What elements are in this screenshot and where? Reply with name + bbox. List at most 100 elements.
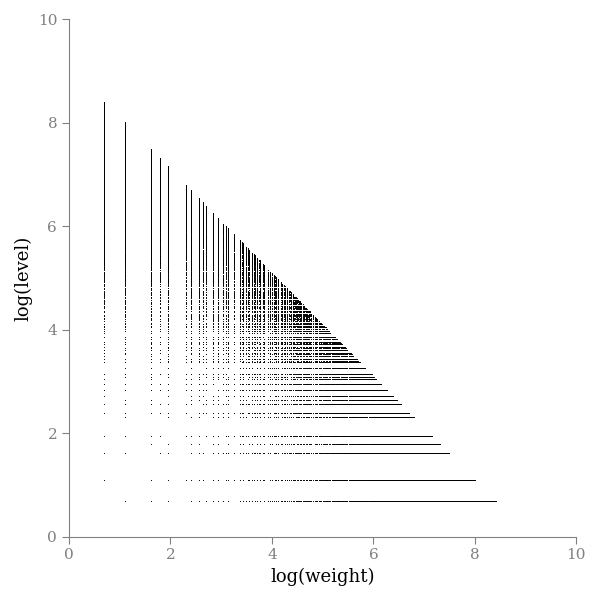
Point <box>255 392 265 401</box>
Point <box>64 79 74 89</box>
Point <box>409 532 419 541</box>
Point <box>64 83 74 92</box>
Point <box>100 185 109 195</box>
Point <box>64 190 74 200</box>
Point <box>329 408 338 418</box>
Point <box>186 349 196 359</box>
Point <box>452 475 461 484</box>
Point <box>64 69 74 79</box>
Point <box>494 532 504 541</box>
Point <box>387 448 397 458</box>
Point <box>120 212 130 221</box>
Point <box>100 172 109 182</box>
Point <box>508 532 517 541</box>
Point <box>218 235 228 244</box>
Point <box>439 496 448 505</box>
Point <box>64 258 74 268</box>
Point <box>427 439 436 449</box>
Point <box>301 354 310 364</box>
Point <box>419 475 428 484</box>
Point <box>329 496 339 505</box>
Point <box>286 302 295 311</box>
Point <box>506 532 516 541</box>
Point <box>254 532 263 541</box>
Point <box>198 206 208 216</box>
Point <box>100 108 109 118</box>
Point <box>64 78 74 88</box>
Point <box>64 149 74 159</box>
Point <box>357 399 367 409</box>
Point <box>340 496 349 505</box>
Point <box>347 370 356 379</box>
Point <box>64 176 74 185</box>
Point <box>503 532 512 541</box>
Point <box>64 104 74 113</box>
Point <box>245 301 254 311</box>
Point <box>242 399 251 409</box>
Point <box>323 385 332 395</box>
Point <box>64 113 74 122</box>
Point <box>461 475 470 484</box>
Point <box>260 309 269 319</box>
Point <box>317 326 326 336</box>
Point <box>100 163 109 172</box>
Point <box>485 496 494 505</box>
Point <box>64 140 74 149</box>
Point <box>146 178 155 187</box>
Point <box>64 71 74 80</box>
Point <box>146 147 155 157</box>
Point <box>249 351 259 361</box>
Point <box>496 532 505 541</box>
Point <box>475 532 485 541</box>
Point <box>350 372 359 382</box>
Point <box>415 448 425 458</box>
Point <box>120 149 130 158</box>
Point <box>356 496 365 505</box>
Point <box>375 475 385 484</box>
Point <box>202 202 211 212</box>
Point <box>512 532 521 541</box>
Point <box>64 77 74 87</box>
Point <box>155 202 165 211</box>
Point <box>459 496 469 505</box>
Point <box>417 448 427 458</box>
Point <box>445 532 454 541</box>
Point <box>496 532 505 541</box>
Point <box>64 98 74 108</box>
Point <box>482 496 492 505</box>
Point <box>356 532 365 541</box>
Point <box>303 318 313 328</box>
Point <box>276 337 286 347</box>
Point <box>120 185 130 194</box>
Point <box>311 325 321 334</box>
Point <box>386 532 396 541</box>
Point <box>64 65 74 74</box>
Point <box>64 158 74 167</box>
Point <box>352 496 362 505</box>
Point <box>100 115 109 125</box>
Point <box>382 395 392 405</box>
Point <box>404 532 414 541</box>
Point <box>64 109 74 119</box>
Point <box>202 215 211 224</box>
Point <box>465 496 475 505</box>
Point <box>100 147 109 157</box>
Point <box>310 408 320 418</box>
Point <box>313 379 322 389</box>
Point <box>243 271 253 280</box>
Point <box>424 439 434 449</box>
Point <box>235 344 245 353</box>
Point <box>202 217 211 226</box>
Point <box>473 532 483 541</box>
Point <box>361 392 371 401</box>
Point <box>64 199 74 208</box>
Point <box>208 241 218 251</box>
Point <box>324 337 334 347</box>
Point <box>64 107 74 117</box>
Point <box>120 191 130 201</box>
Point <box>181 224 191 234</box>
Point <box>311 322 321 331</box>
Point <box>318 392 328 401</box>
Point <box>64 155 74 165</box>
Point <box>425 532 435 541</box>
